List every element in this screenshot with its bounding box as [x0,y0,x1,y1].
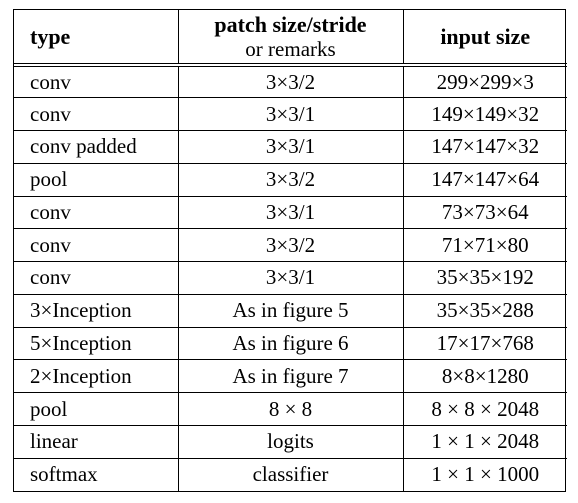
table-row: conv 3×3/1 73×73×64 [14,195,567,229]
table-row: conv padded 3×3/1 147×147×32 [14,130,567,164]
cell-type: conv padded [14,130,179,164]
cell-type: conv [14,97,179,131]
cell-input: 8 × 8 × 2048 [402,392,567,426]
cell-patch: classifier [177,457,404,491]
cell-type: 3×Inception [14,293,179,328]
header-input: input size [402,10,567,67]
cell-input: 35×35×288 [402,293,567,328]
cell-patch: 3×3/1 [177,261,404,295]
header-patch-main: patch size/stride [214,11,367,37]
cell-patch: 3×3/1 [177,195,404,229]
cell-input: 71×71×80 [402,228,567,262]
cell-input: 147×147×64 [402,162,567,197]
header-patch-sub: or remarks [245,36,336,61]
cell-patch: 8 × 8 [177,392,404,426]
table-row: conv 3×3/2 71×71×80 [14,228,567,262]
cell-patch: As in figure 7 [177,359,404,393]
cell-input: 1 × 1 × 2048 [402,424,567,459]
architecture-table: type patch size/stride or remarks input … [14,10,567,491]
cell-input: 8×8×1280 [402,359,567,393]
cell-input: 35×35×192 [402,261,567,295]
table-body: conv 3×3/2 299×299×3 conv 3×3/1 149×149×32 c… [14,65,567,491]
table-row: conv 3×3/1 35×35×192 [14,261,567,295]
table-row: softmax classifier 1 × 1 × 1000 [14,457,567,491]
cell-type: 5×Inception [14,326,179,360]
cell-patch: 3×3/1 [177,97,404,131]
cell-patch: 3×3/2 [177,65,404,98]
cell-input: 149×149×32 [402,97,567,131]
cell-patch: 3×3/1 [177,130,404,164]
cell-patch: As in figure 6 [177,326,404,360]
cell-type: conv [14,261,179,295]
table-row: 3×Inception As in figure 5 35×35×288 [14,293,567,328]
cell-input: 73×73×64 [402,195,567,229]
cell-type: pool [14,392,179,426]
cell-patch: 3×3/2 [177,228,404,262]
cell-input: 17×17×768 [402,326,567,360]
cell-patch: logits [177,424,404,459]
cell-type: linear [14,424,179,459]
cell-input: 1 × 1 × 1000 [402,457,567,491]
header-type: type [14,10,179,67]
cell-type: 2×Inception [14,359,179,393]
table-row: 2×Inception As in figure 7 8×8×1280 [14,359,567,393]
cell-type: conv [14,228,179,262]
cell-patch: 3×3/2 [177,162,404,197]
table-row: 5×Inception As in figure 6 17×17×768 [14,326,567,360]
header-patch: patch size/stride or remarks [177,10,404,67]
table-header: type patch size/stride or remarks input … [14,10,567,67]
cell-input: 299×299×3 [402,65,567,98]
table-row: conv 3×3/2 299×299×3 [14,65,567,98]
header-row: type patch size/stride or remarks input … [14,10,567,67]
cell-patch: As in figure 5 [177,293,404,328]
cell-type: pool [14,162,179,197]
cell-input: 147×147×32 [402,130,567,164]
architecture-table-frame: type patch size/stride or remarks input … [13,9,567,492]
table-row: conv 3×3/1 149×149×32 [14,97,567,131]
table-row: linear logits 1 × 1 × 2048 [14,424,567,459]
cell-type: conv [14,195,179,229]
table-row: pool 3×3/2 147×147×64 [14,162,567,197]
cell-type: conv [14,65,179,98]
cell-type: softmax [14,457,179,491]
